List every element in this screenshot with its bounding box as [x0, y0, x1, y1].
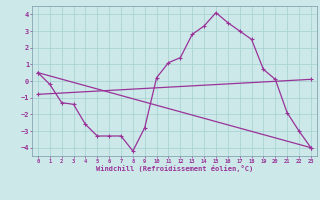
X-axis label: Windchill (Refroidissement éolien,°C): Windchill (Refroidissement éolien,°C)	[96, 165, 253, 172]
